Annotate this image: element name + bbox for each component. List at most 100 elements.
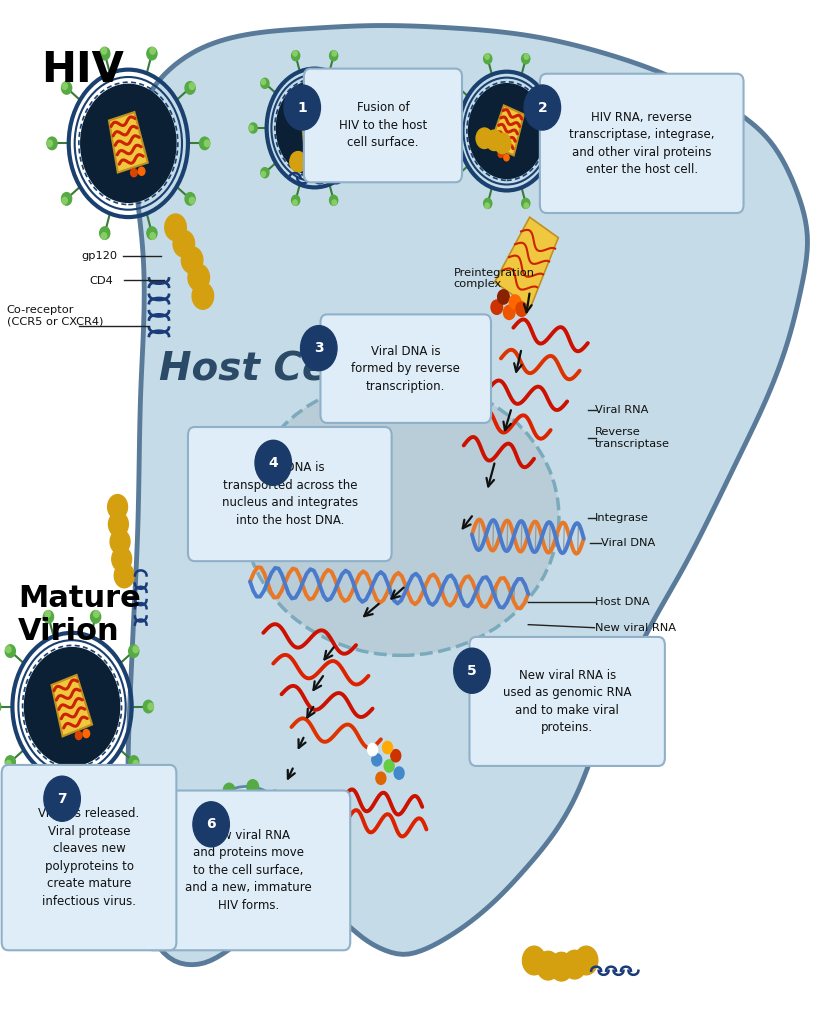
Circle shape: [521, 199, 529, 209]
Circle shape: [384, 760, 394, 772]
Circle shape: [503, 155, 509, 161]
Circle shape: [483, 199, 491, 209]
Circle shape: [498, 151, 503, 158]
Circle shape: [302, 154, 318, 174]
Circle shape: [203, 882, 215, 896]
Circle shape: [193, 802, 229, 847]
Circle shape: [536, 951, 559, 980]
Circle shape: [329, 196, 337, 206]
Circle shape: [189, 83, 194, 89]
Circle shape: [284, 869, 296, 884]
Circle shape: [246, 902, 258, 916]
Circle shape: [181, 247, 203, 273]
Circle shape: [360, 168, 368, 178]
Text: New viral RNA: New viral RNA: [594, 623, 675, 633]
Text: Preintegration
complex: Preintegration complex: [453, 267, 534, 290]
Polygon shape: [228, 817, 270, 873]
Text: Viral DNA is
formed by reverse
transcription.: Viral DNA is formed by reverse transcrip…: [351, 345, 460, 392]
Circle shape: [83, 729, 89, 737]
Text: 4: 4: [268, 456, 278, 470]
Circle shape: [497, 290, 509, 304]
Circle shape: [382, 741, 392, 754]
Circle shape: [133, 646, 138, 652]
Circle shape: [329, 148, 346, 169]
FancyBboxPatch shape: [304, 69, 461, 182]
Circle shape: [5, 756, 16, 768]
Circle shape: [453, 648, 490, 693]
Circle shape: [363, 171, 368, 177]
Circle shape: [203, 800, 215, 814]
Circle shape: [284, 85, 320, 130]
Text: Fusion of
HIV to the host
cell surface.: Fusion of HIV to the host cell surface.: [338, 101, 427, 150]
Text: Viral RNA: Viral RNA: [594, 404, 647, 415]
Circle shape: [261, 171, 265, 177]
Circle shape: [563, 126, 571, 136]
Circle shape: [549, 952, 572, 981]
Circle shape: [269, 791, 280, 805]
FancyBboxPatch shape: [539, 74, 743, 213]
Circle shape: [367, 743, 377, 756]
Circle shape: [193, 826, 204, 841]
Circle shape: [112, 547, 131, 571]
Circle shape: [189, 198, 194, 204]
Circle shape: [523, 54, 528, 59]
Circle shape: [284, 812, 296, 826]
Circle shape: [128, 645, 139, 657]
Text: gp120: gp120: [81, 251, 117, 261]
Circle shape: [90, 610, 101, 623]
Circle shape: [75, 731, 82, 739]
Circle shape: [314, 148, 320, 156]
Circle shape: [150, 47, 155, 54]
Circle shape: [143, 700, 153, 713]
Circle shape: [490, 300, 502, 314]
Circle shape: [62, 83, 67, 89]
Circle shape: [485, 130, 502, 151]
Circle shape: [300, 326, 337, 371]
Circle shape: [552, 171, 560, 181]
Circle shape: [522, 946, 545, 975]
Circle shape: [441, 128, 445, 134]
Circle shape: [562, 950, 586, 979]
Circle shape: [6, 761, 11, 767]
Circle shape: [108, 512, 128, 537]
FancyBboxPatch shape: [320, 314, 490, 423]
Circle shape: [567, 128, 571, 134]
Circle shape: [394, 767, 404, 779]
Circle shape: [375, 125, 380, 131]
Circle shape: [114, 563, 134, 588]
Text: 7: 7: [57, 792, 67, 806]
Circle shape: [476, 128, 492, 148]
Circle shape: [138, 167, 145, 175]
Circle shape: [291, 196, 299, 206]
Circle shape: [293, 200, 297, 205]
Circle shape: [261, 168, 269, 178]
FancyBboxPatch shape: [146, 791, 350, 950]
Circle shape: [188, 264, 209, 291]
Polygon shape: [51, 675, 92, 736]
Circle shape: [290, 841, 302, 855]
Circle shape: [62, 198, 67, 204]
Circle shape: [555, 82, 560, 88]
Text: New viral RNA
and proteins move
to the cell surface,
and a new, immature
HIV for: New viral RNA and proteins move to the c…: [184, 828, 312, 912]
Circle shape: [93, 610, 99, 617]
Circle shape: [494, 133, 510, 154]
Circle shape: [291, 50, 299, 60]
Circle shape: [574, 946, 597, 975]
Circle shape: [44, 776, 80, 821]
Circle shape: [5, 645, 16, 657]
Circle shape: [150, 232, 155, 240]
Circle shape: [452, 81, 461, 91]
Circle shape: [371, 123, 380, 133]
Circle shape: [146, 227, 157, 240]
Circle shape: [131, 169, 137, 177]
Text: 5: 5: [466, 664, 476, 678]
Text: Virus is released.
Viral protease
cleaves new
polyproteins to
create mature
infe: Virus is released. Viral protease cleave…: [38, 807, 140, 908]
Circle shape: [261, 830, 273, 845]
Circle shape: [110, 529, 130, 554]
Circle shape: [332, 51, 336, 56]
Circle shape: [255, 440, 291, 485]
Text: HIV RNA, reverse
transcriptase, integrase,
and other viral proteins
enter the ho: HIV RNA, reverse transcriptase, integras…: [568, 111, 714, 176]
Circle shape: [133, 761, 138, 767]
Circle shape: [223, 783, 235, 798]
Text: Viral DNA is
transported across the
nucleus and integrates
into the host DNA.: Viral DNA is transported across the nucl…: [222, 462, 357, 526]
